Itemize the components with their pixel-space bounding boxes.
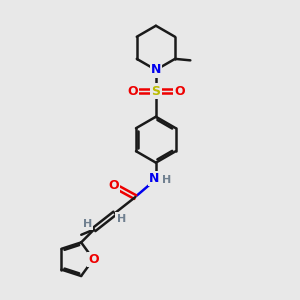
- Text: S: S: [152, 85, 160, 98]
- Text: N: N: [151, 63, 161, 76]
- Text: H: H: [83, 219, 92, 229]
- Text: N: N: [149, 172, 160, 185]
- Text: O: O: [127, 85, 138, 98]
- Text: O: O: [109, 179, 119, 192]
- Text: H: H: [163, 175, 172, 185]
- Text: O: O: [174, 85, 185, 98]
- Text: O: O: [88, 253, 99, 266]
- Text: H: H: [116, 214, 126, 224]
